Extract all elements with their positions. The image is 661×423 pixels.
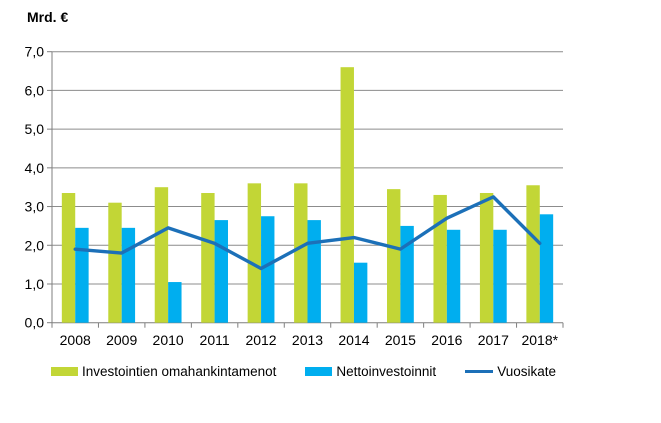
y-tick-label: 2,0 <box>25 237 45 253</box>
x-tick-label: 2014 <box>338 332 369 348</box>
green-bar-swatch-icon <box>51 367 78 376</box>
legend-item-nettoinvestoinnit: Nettoinvestoinnit <box>305 364 436 379</box>
legend-label: Investointien omahankintamenot <box>82 364 277 379</box>
bar-nettoinvestoinnit-2018* <box>539 214 554 323</box>
line-swatch-icon <box>465 370 494 373</box>
line-vuosikate <box>73 195 542 271</box>
bar-investointien-omahankintamenot-2017 <box>479 193 494 323</box>
x-tick-label: 2008 <box>60 332 91 348</box>
bar-investointien-omahankintamenot-2018* <box>526 185 540 323</box>
legend-item-omahankintamenot: Investointien omahankintamenot <box>51 364 276 379</box>
bar-nettoinvestoinnit-2015 <box>400 225 414 323</box>
y-tick-label: 1,0 <box>25 276 45 292</box>
x-tick-label: 2009 <box>106 332 137 348</box>
legend-label: Vuosikate <box>497 364 556 379</box>
x-tick-label: 2016 <box>431 332 462 348</box>
bar-investointien-omahankintamenot-2016 <box>433 194 447 323</box>
x-tick-label: 2017 <box>478 332 509 348</box>
x-tick-label: 2012 <box>245 332 276 348</box>
bar-investointien-omahankintamenot-2008 <box>61 193 76 323</box>
y-tick-label: 0,0 <box>25 315 45 331</box>
legend-item-vuosikate: Vuosikate <box>465 364 556 379</box>
bar-investointien-omahankintamenot-2010 <box>154 187 169 323</box>
bar-investointien-omahankintamenot-2012 <box>247 183 262 323</box>
chart-plot-area: 0,0 1,0 2,0 3,0 4,0 5,0 6,0 7,0 2008 2009 2010 2011… <box>25 44 564 348</box>
bar-nettoinvestoinnit-2008 <box>75 227 89 323</box>
y-tick-label: 5,0 <box>25 121 45 137</box>
legend: Investointien omahankintamenot Nettoinve… <box>51 364 556 379</box>
y-axis-unit-label: Mrd. € <box>27 9 69 25</box>
bar-investointien-omahankintamenot-2011 <box>201 193 215 323</box>
legend-label: Nettoinvestoinnit <box>336 364 437 379</box>
y-tick-label: 3,0 <box>25 199 45 215</box>
bar-nettoinvestoinnit-2014 <box>353 262 368 323</box>
bar-nettoinvestoinnit-2017 <box>493 229 507 323</box>
bar-nettoinvestoinnit-2016 <box>446 229 461 323</box>
x-tick-label: 2018* <box>521 332 558 348</box>
bar-investointien-omahankintamenot-2013 <box>294 183 308 323</box>
bar-nettoinvestoinnit-2009 <box>121 227 136 323</box>
y-tick-label: 4,0 <box>25 160 45 176</box>
bar-investointien-omahankintamenot-2009 <box>108 202 122 323</box>
bar-nettoinvestoinnit-2010 <box>168 282 182 323</box>
bar-investointien-omahankintamenot-2014 <box>340 67 354 323</box>
bar-nettoinvestoinnit-2011 <box>214 220 228 323</box>
blue-bar-swatch-icon <box>305 367 333 376</box>
y-tick-label: 7,0 <box>25 44 45 60</box>
bar-investointien-omahankintamenot-2015 <box>387 189 401 323</box>
bar-nettoinvestoinnit-2012 <box>261 216 275 323</box>
x-tick-label: 2015 <box>385 332 416 348</box>
bar-nettoinvestoinnit-2013 <box>307 220 321 323</box>
x-tick-label: 2010 <box>153 332 184 348</box>
x-tick-label: 2013 <box>292 332 323 348</box>
x-tick-label: 2011 <box>200 332 230 348</box>
y-tick-label: 6,0 <box>25 82 45 98</box>
